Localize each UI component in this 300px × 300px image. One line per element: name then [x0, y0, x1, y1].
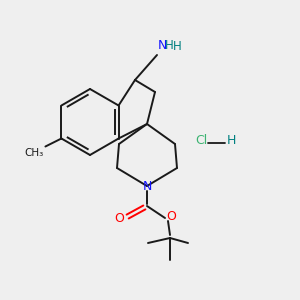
Text: H: H [227, 134, 236, 148]
Text: H: H [165, 39, 174, 52]
Text: N: N [142, 179, 152, 193]
Text: CH₃: CH₃ [24, 148, 44, 158]
Text: H: H [173, 40, 182, 53]
Text: O: O [166, 211, 176, 224]
Text: N: N [158, 39, 167, 52]
Text: Cl: Cl [195, 134, 207, 148]
Text: O: O [114, 212, 124, 224]
